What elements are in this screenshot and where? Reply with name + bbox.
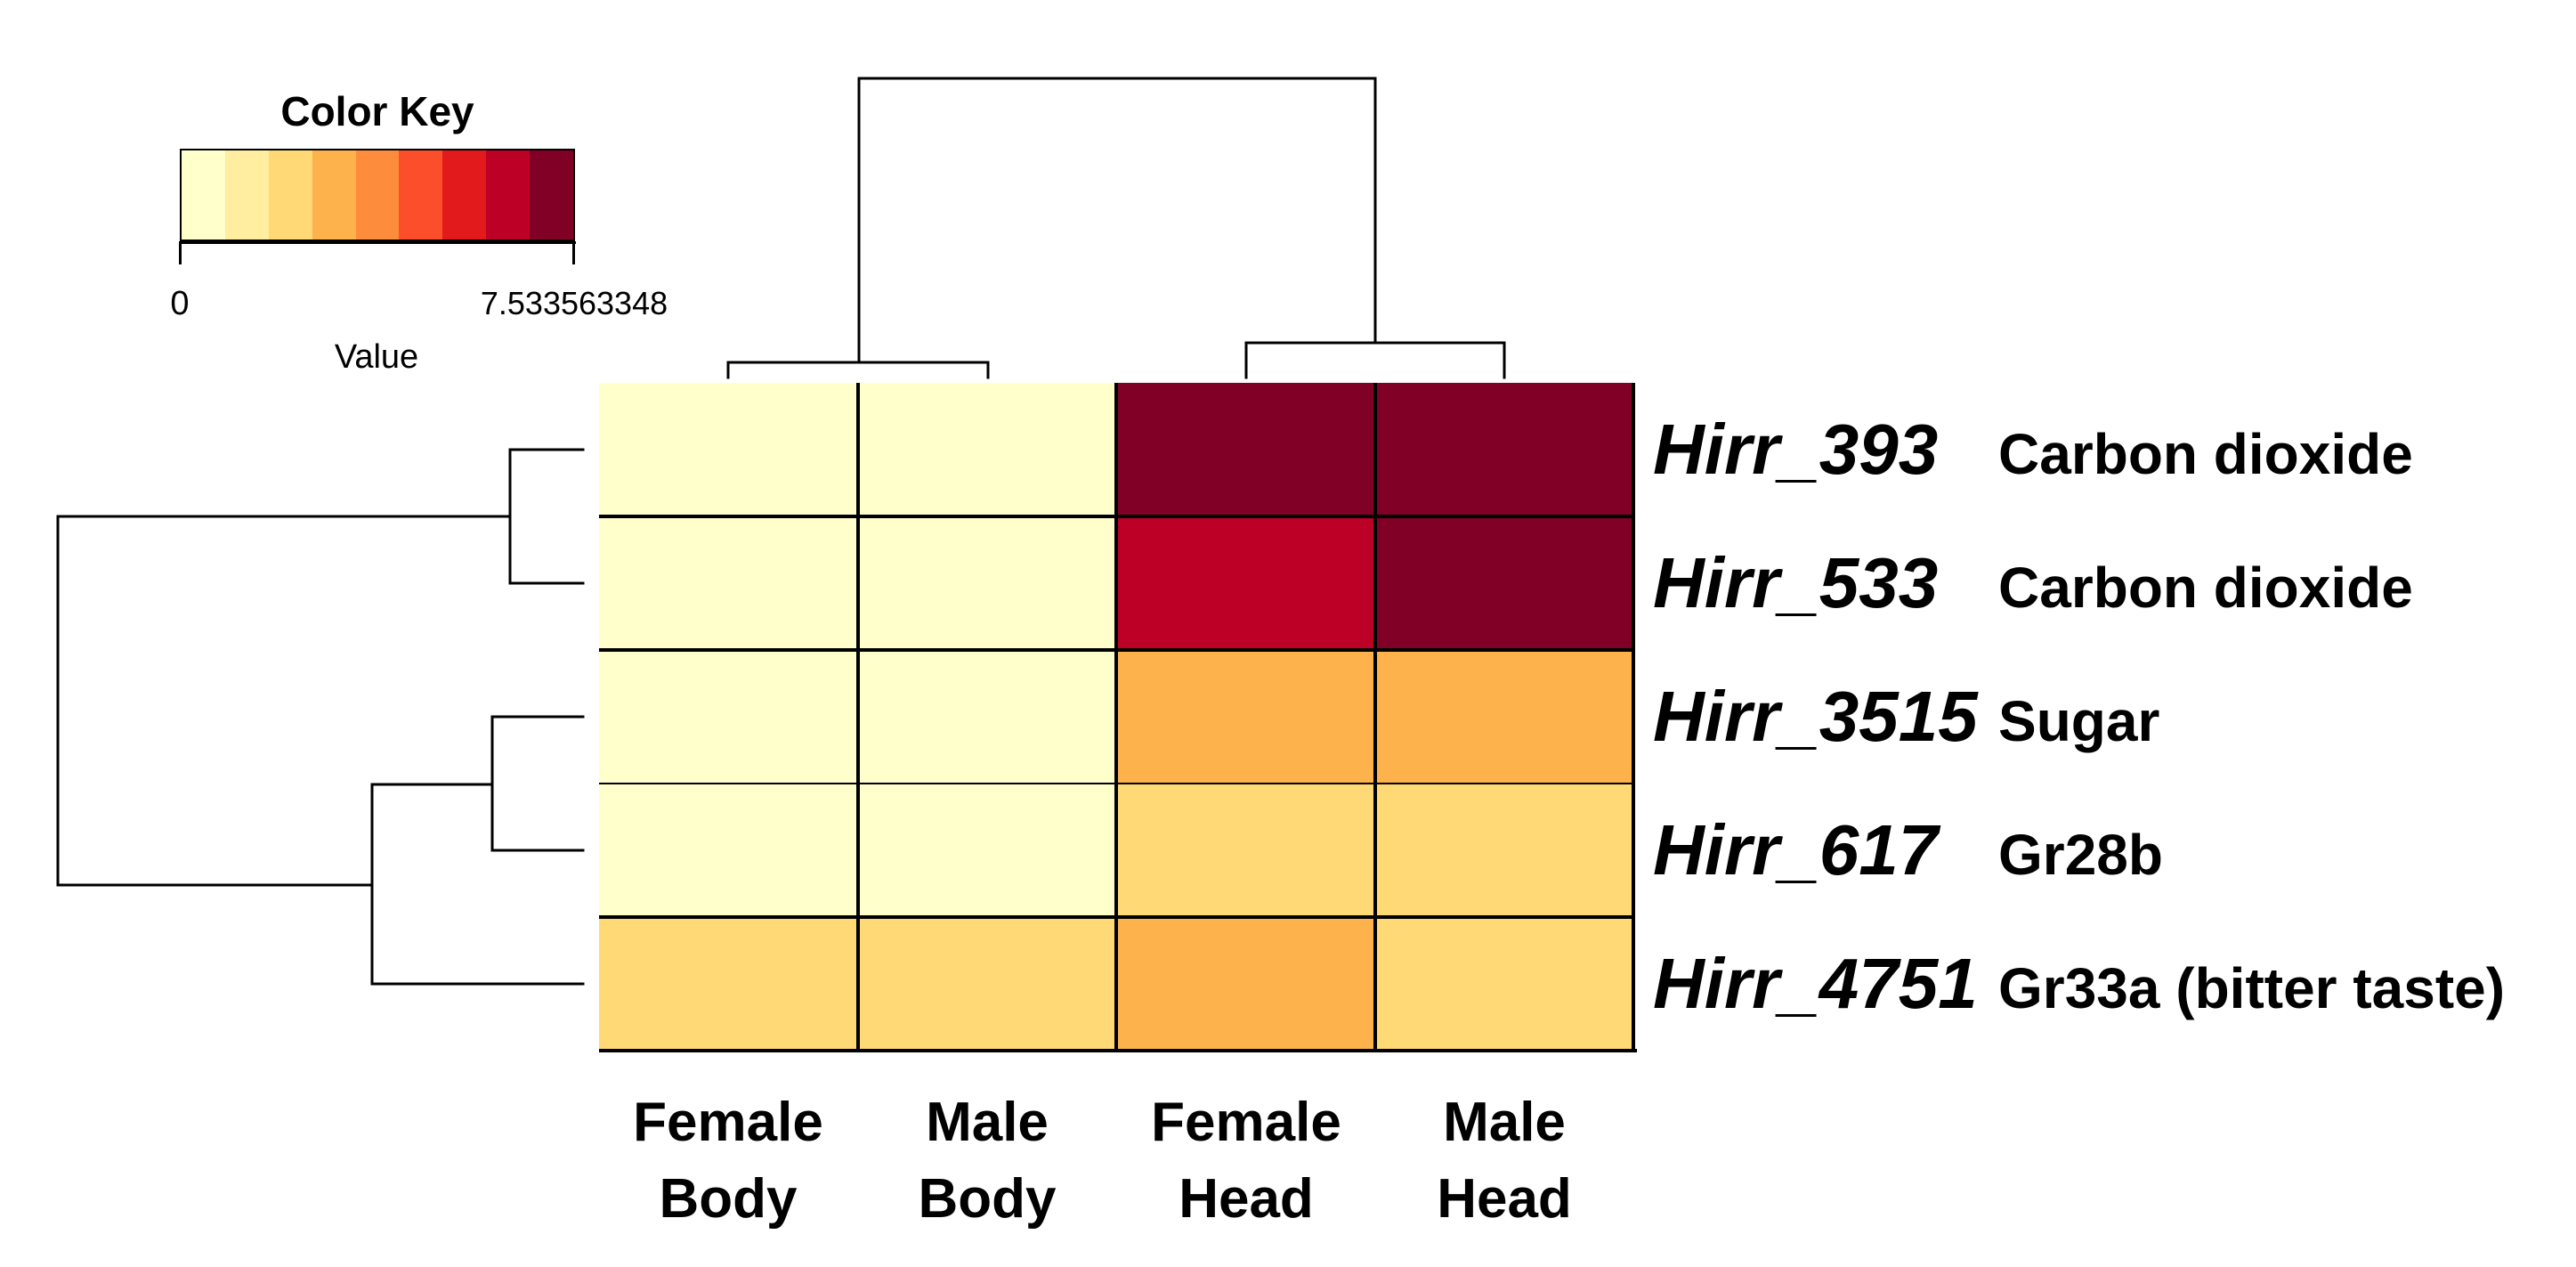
row-label: Hirr_533 Carbon dioxide <box>1653 548 2413 619</box>
color-key-band <box>355 150 400 240</box>
heatmap-row <box>599 516 1633 650</box>
gene-name: Hirr_617 <box>1653 810 1939 889</box>
heatmap-cell <box>1375 784 1633 917</box>
gene-name: Hirr_393 <box>1653 410 1939 489</box>
color-key-band <box>399 150 443 240</box>
heatmap-cell <box>1116 784 1375 917</box>
color-key-band <box>442 150 487 240</box>
color-key-band <box>312 150 356 240</box>
gene-name: Hirr_4751 <box>1653 944 1978 1023</box>
color-key-tick-max <box>572 241 575 264</box>
heatmap-row <box>599 650 1633 784</box>
gene-annotation: Gr28b <box>1998 823 2163 887</box>
heatmap-row-separator <box>599 915 1633 919</box>
heatmap-bottom-border <box>599 1049 1637 1052</box>
row-label: Hirr_393 Carbon dioxide <box>1653 414 2413 485</box>
heatmap-row-separator <box>599 515 1633 518</box>
heatmap-cell <box>1116 917 1375 1051</box>
column-label-female-head: Female Head <box>1104 1084 1389 1238</box>
color-key-title: Color Key <box>280 88 474 134</box>
heatmap-right-border <box>1632 383 1635 1052</box>
heatmap-cell <box>858 784 1116 917</box>
gene-name: Hirr_533 <box>1653 543 1939 622</box>
heatmap-cell <box>599 650 858 784</box>
color-key-band <box>182 150 225 240</box>
heatmap-cell <box>1375 516 1633 650</box>
heatmap-cell <box>1116 650 1375 784</box>
row-label: Hirr_4751 Gr33a (bitter taste) <box>1653 948 2505 1019</box>
column-label-line1: Male <box>1443 1092 1566 1153</box>
heatmap-cell <box>1116 383 1375 516</box>
color-key-band <box>530 150 574 240</box>
heatmap-cell <box>599 917 858 1051</box>
heatmap-grid <box>599 383 1633 1051</box>
color-key-band <box>224 150 269 240</box>
gene-annotation: Carbon dioxide <box>1998 422 2413 486</box>
column-label-male-body: Male Body <box>845 1084 1130 1238</box>
gene-annotation: Sugar <box>1998 689 2160 753</box>
heatmap-cell <box>1375 383 1633 516</box>
gene-name: Hirr_3515 <box>1653 677 1978 756</box>
column-label-male-head: Male Head <box>1362 1084 1647 1238</box>
gene-annotation: Gr33a (bitter taste) <box>1998 956 2506 1020</box>
column-label-line2: Head <box>1437 1168 1572 1230</box>
heatmap-cell <box>1375 917 1633 1051</box>
heatmap-cell <box>599 383 858 516</box>
color-key-band <box>268 150 312 240</box>
color-key-gradient-bar <box>180 149 575 241</box>
color-key-tick-min <box>179 241 182 264</box>
heatmap-cell <box>599 784 858 917</box>
color-key-min-label: 0 <box>170 285 190 322</box>
heatmap-column-separator <box>1114 383 1118 1051</box>
column-label-line1: Female <box>633 1092 823 1153</box>
heatmap-cell <box>1116 516 1375 650</box>
heatmap-column-separator <box>1373 383 1377 1051</box>
heatmap-row <box>599 784 1633 917</box>
heatmap-row-separator <box>599 648 1633 652</box>
heatmap-cell <box>599 516 858 650</box>
column-label-line1: Male <box>926 1092 1049 1153</box>
color-key-max-label: 7.533563348 <box>480 285 668 321</box>
color-key-band <box>486 150 531 240</box>
heatmap-row-separator-thin <box>599 783 1633 784</box>
heatmap-row <box>599 383 1633 516</box>
gene-annotation: Carbon dioxide <box>1998 556 2413 620</box>
column-label-line2: Body <box>918 1168 1057 1230</box>
column-label-line1: Female <box>1151 1092 1341 1153</box>
heatmap-cell <box>858 917 1116 1051</box>
heatmap-cell <box>858 516 1116 650</box>
heatmap-cell <box>858 383 1116 516</box>
row-label: Hirr_617 Gr28b <box>1653 815 2163 886</box>
column-label-female-body: Female Body <box>586 1084 871 1238</box>
color-key-axis-line <box>180 241 576 244</box>
row-label: Hirr_3515 Sugar <box>1653 681 2159 752</box>
heatmap-cell <box>1375 650 1633 784</box>
column-label-line2: Head <box>1179 1168 1314 1230</box>
column-label-line2: Body <box>659 1168 798 1230</box>
heatmap-row <box>599 917 1633 1051</box>
heatmap-column-separator <box>856 383 860 1051</box>
color-key-axis-label: Value <box>334 338 419 376</box>
heatmap-cell <box>858 650 1116 784</box>
